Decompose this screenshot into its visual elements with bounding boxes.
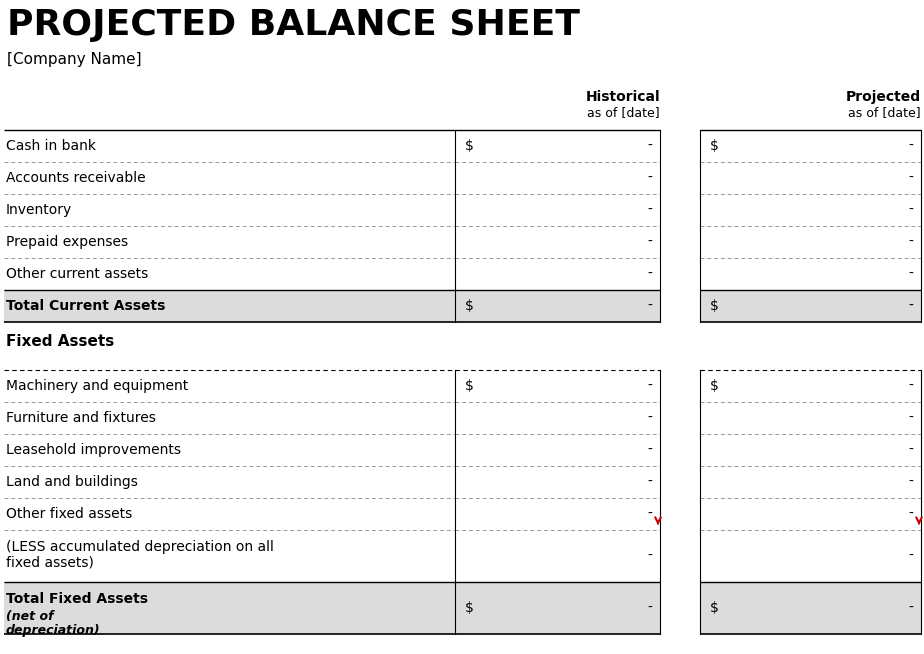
Text: $: $ [710, 379, 719, 393]
Text: Inventory: Inventory [6, 203, 72, 217]
Text: Other fixed assets: Other fixed assets [6, 507, 132, 521]
Text: $: $ [465, 139, 474, 153]
Text: as of [date]: as of [date] [588, 106, 660, 119]
Text: Machinery and equipment: Machinery and equipment [6, 379, 188, 393]
Text: -: - [908, 139, 913, 153]
Text: -: - [908, 203, 913, 217]
Text: Fixed Assets: Fixed Assets [6, 334, 115, 349]
Text: (LESS accumulated depreciation on all: (LESS accumulated depreciation on all [6, 540, 274, 554]
Text: $: $ [710, 139, 719, 153]
Text: -: - [647, 139, 652, 153]
Text: -: - [908, 507, 913, 521]
Text: -: - [647, 443, 652, 457]
Text: -: - [908, 379, 913, 393]
Text: Other current assets: Other current assets [6, 267, 148, 281]
Text: $: $ [710, 299, 719, 313]
Text: Land and buildings: Land and buildings [6, 475, 138, 489]
Text: -: - [908, 549, 913, 563]
Text: fixed assets): fixed assets) [6, 556, 94, 570]
Text: -: - [908, 171, 913, 185]
Text: Total Fixed Assets: Total Fixed Assets [6, 592, 148, 606]
Text: depreciation): depreciation) [6, 624, 101, 637]
Text: Leasehold improvements: Leasehold improvements [6, 443, 181, 457]
Text: -: - [647, 203, 652, 217]
Bar [700, 582, 921, 634]
Text: -: - [647, 601, 652, 615]
Text: -: - [908, 235, 913, 249]
Text: -: - [908, 443, 913, 457]
Text: as of [date]: as of [date] [848, 106, 921, 119]
Text: -: - [908, 299, 913, 313]
Text: -: - [647, 549, 652, 563]
Text: -: - [647, 171, 652, 185]
Text: [Company Name]: [Company Name] [7, 52, 141, 67]
Text: Accounts receivable: Accounts receivable [6, 171, 146, 185]
Bar [700, 290, 921, 322]
Text: -: - [647, 267, 652, 281]
Text: PROJECTED BALANCE SHEET: PROJECTED BALANCE SHEET [7, 8, 580, 42]
Text: -: - [908, 475, 913, 489]
Text: Prepaid expenses: Prepaid expenses [6, 235, 128, 249]
Text: Total Current Assets: Total Current Assets [6, 299, 165, 313]
Text: -: - [647, 299, 652, 313]
Text: -: - [647, 411, 652, 425]
Text: -: - [908, 411, 913, 425]
Text: (net of: (net of [6, 610, 54, 623]
Text: -: - [647, 235, 652, 249]
Text: Cash in bank: Cash in bank [6, 139, 96, 153]
Text: Projected: Projected [845, 90, 921, 104]
Text: $: $ [710, 601, 719, 615]
Text: -: - [908, 601, 913, 615]
Bar [4, 290, 660, 322]
Text: -: - [647, 475, 652, 489]
Text: Historical: Historical [586, 90, 660, 104]
Text: -: - [647, 379, 652, 393]
Text: Furniture and fixtures: Furniture and fixtures [6, 411, 156, 425]
Text: -: - [908, 267, 913, 281]
Text: -: - [647, 507, 652, 521]
Text: $: $ [465, 299, 474, 313]
Bar [4, 582, 660, 634]
Text: $: $ [465, 601, 474, 615]
Text: $: $ [465, 379, 474, 393]
